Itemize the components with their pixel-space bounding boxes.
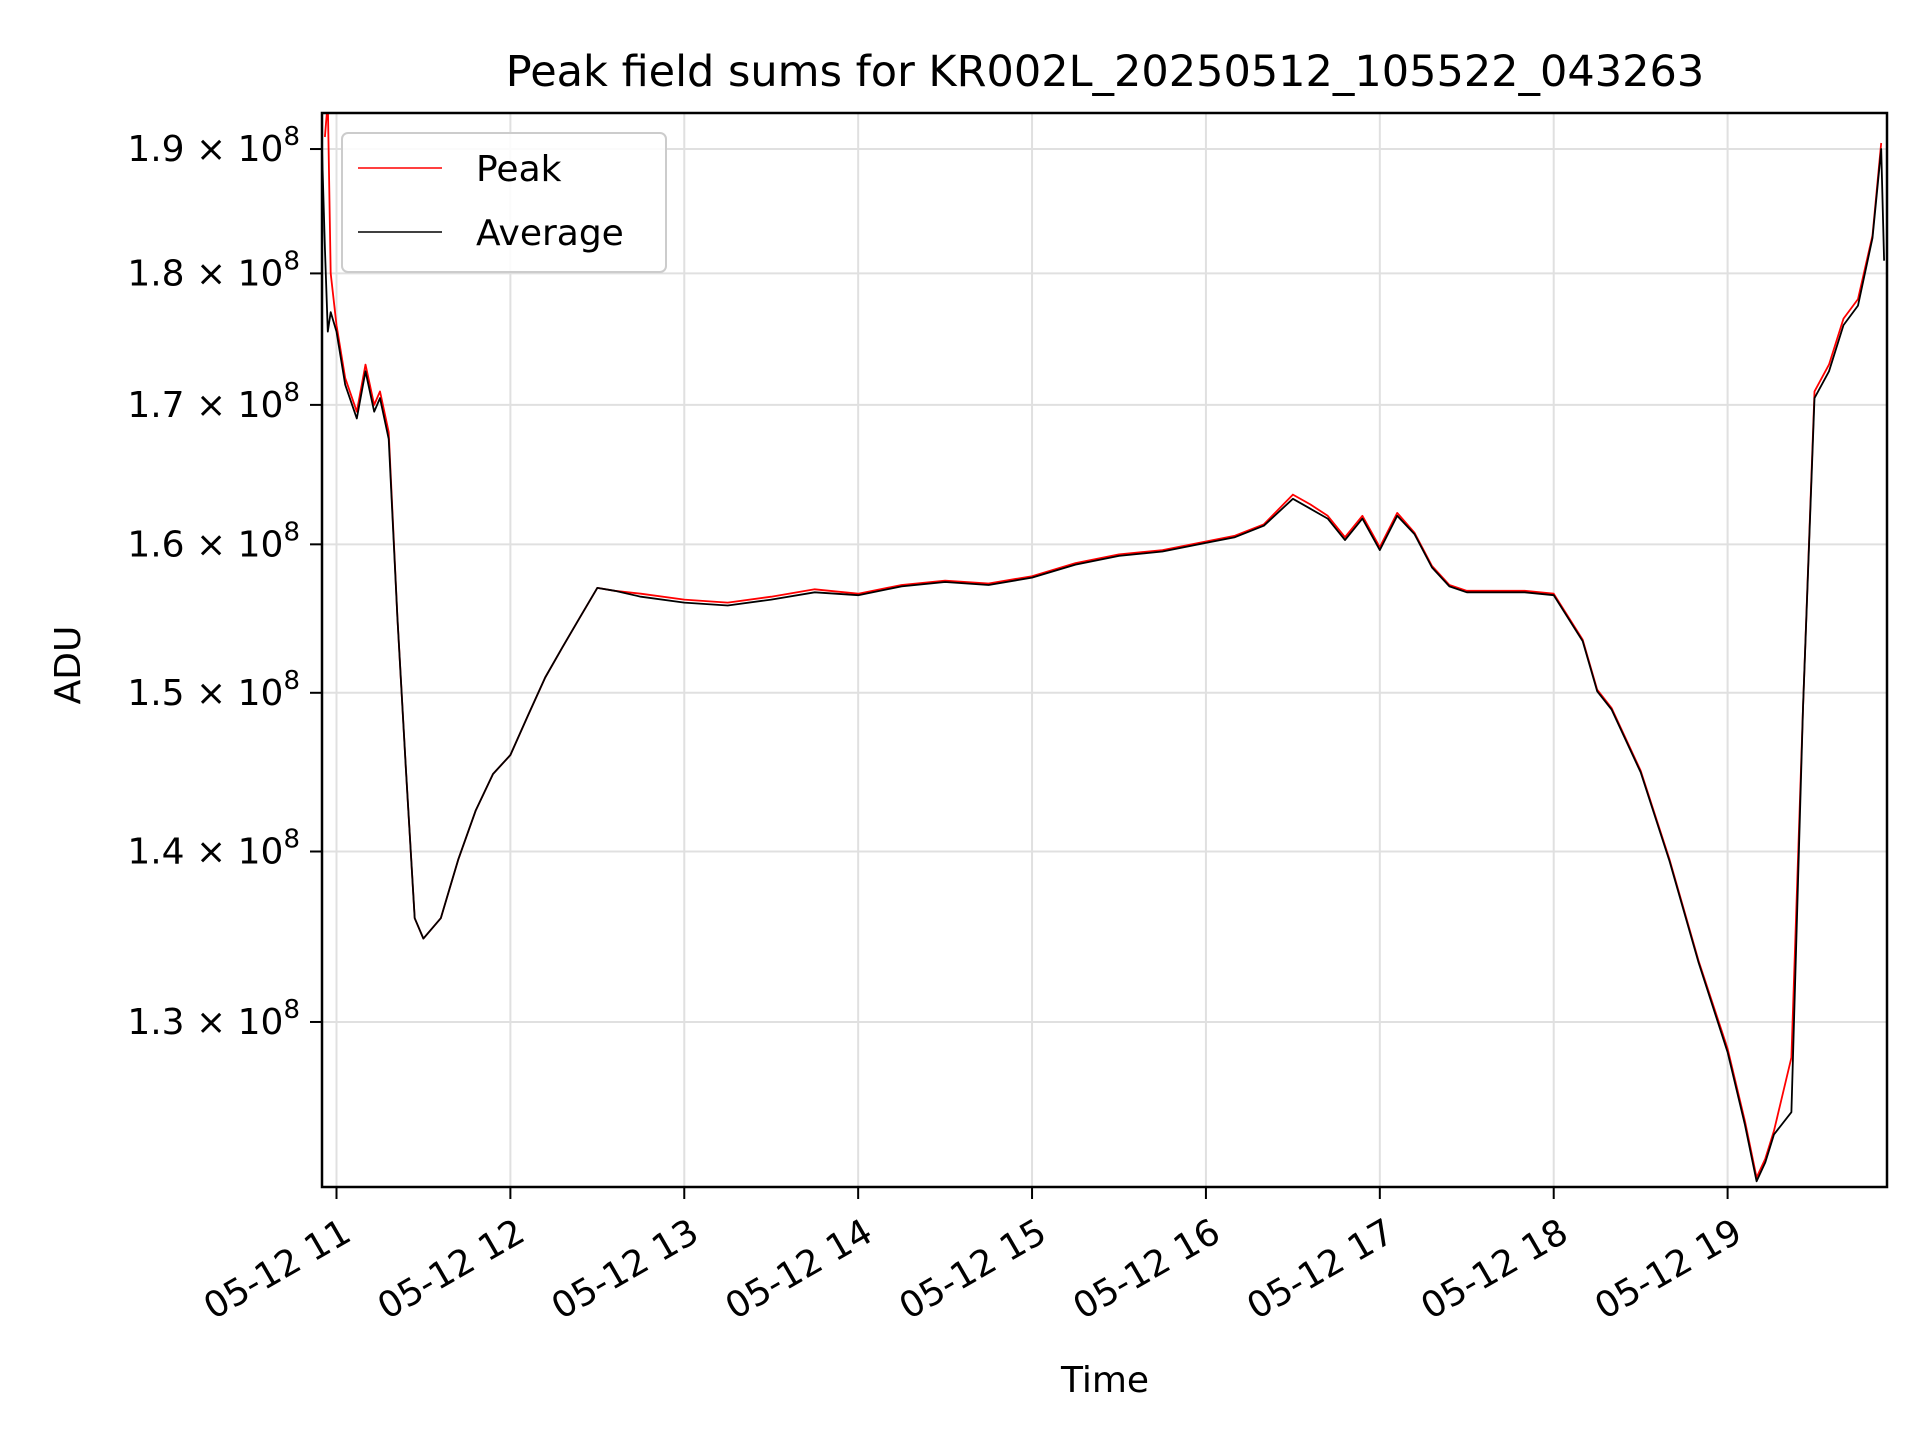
- legend-label-average: Average: [476, 213, 624, 254]
- y-tick-times: × 10: [185, 385, 284, 426]
- chart-title: Peak field sums for KR002L_20250512_1055…: [506, 47, 1704, 97]
- y-tick-times: × 10: [185, 673, 284, 714]
- y-tick-label: 1.5 × 108: [127, 666, 300, 714]
- y-tick-label: 1.3 × 108: [127, 995, 300, 1043]
- y-tick-times: × 10: [185, 1002, 284, 1043]
- y-tick-exponent: 8: [283, 246, 300, 276]
- y-tick-times: × 10: [185, 524, 284, 565]
- y-tick-mantissa: 1.8: [127, 253, 184, 294]
- y-tick-label: 1.8 × 108: [127, 246, 300, 294]
- plot-frame: [320, 111, 1889, 1189]
- series-lines: [322, 113, 1885, 1183]
- series-line-average: [322, 148, 1885, 1183]
- y-tick-mantissa: 1.3: [127, 1002, 184, 1043]
- y-tick-mantissa: 1.5: [127, 673, 184, 714]
- y-tick-label: 1.9 × 108: [127, 122, 300, 170]
- y-tick-exponent: 8: [283, 824, 300, 854]
- y-tick-times: × 10: [185, 253, 284, 294]
- y-tick-label: 1.7 × 108: [127, 378, 300, 426]
- y-tick-times: × 10: [185, 831, 284, 872]
- y-tick-mantissa: 1.6: [127, 524, 184, 565]
- y-tick-exponent: 8: [283, 995, 300, 1025]
- legend-label-peak: Peak: [476, 149, 562, 190]
- y-tick-exponent: 8: [283, 666, 300, 696]
- grid-lines: [322, 113, 1887, 1187]
- y-axis-label: ADU: [48, 626, 89, 705]
- x-axis-label: Time: [1060, 1360, 1149, 1401]
- y-tick-label: 1.4 × 108: [127, 824, 300, 872]
- y-tick-mantissa: 1.7: [127, 385, 184, 426]
- y-tick-exponent: 8: [283, 378, 300, 408]
- y-tick-mantissa: 1.9: [127, 129, 184, 170]
- y-tick-mantissa: 1.4: [127, 831, 184, 872]
- legend: Peak Average: [341, 132, 667, 273]
- y-tick-exponent: 8: [283, 517, 300, 547]
- y-tick-times: × 10: [185, 129, 284, 170]
- y-tick-exponent: 8: [283, 122, 300, 152]
- y-tick-label: 1.6 × 108: [127, 517, 300, 565]
